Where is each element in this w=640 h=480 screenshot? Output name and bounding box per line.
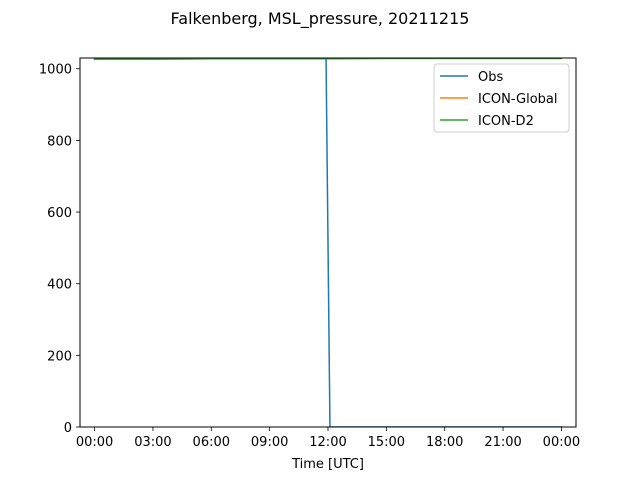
x-tick-label: 15:00 (368, 435, 405, 450)
x-tick-label: 00:00 (76, 435, 113, 450)
y-tick-label: 800 (47, 134, 72, 149)
y-tick-label: 400 (47, 278, 72, 293)
legend-box (433, 63, 570, 133)
x-tick-label: 18:00 (426, 435, 463, 450)
chart-title: Falkenberg, MSL_pressure, 20211215 (171, 9, 470, 29)
x-axis-label: Time [UTC] (291, 457, 364, 472)
x-tick-label: 00:00 (543, 435, 580, 450)
x-tick-label: 06:00 (193, 435, 230, 450)
x-axis: 00:00 03:00 06:00 09:00 12:00 15:00 18:00 21:00… (76, 427, 580, 450)
x-tick-label: 12:00 (309, 435, 346, 450)
y-tick-label: 600 (47, 206, 72, 221)
y-tick-label: 0 (64, 421, 72, 436)
legend-label: ICON-Global (478, 92, 558, 107)
x-tick-label: 21:00 (484, 435, 521, 450)
y-tick-label: 200 (47, 349, 72, 364)
x-tick-label: 09:00 (251, 435, 288, 450)
y-axis: 0 200 400 600 800 1000 (39, 63, 80, 436)
y-tick-label: 1000 (39, 63, 72, 78)
legend-label: Obs (478, 70, 503, 85)
legend: Obs ICON-Global ICON-D2 (433, 63, 570, 133)
legend-label: ICON-D2 (478, 114, 534, 129)
x-tick-label: 03:00 (134, 435, 171, 450)
